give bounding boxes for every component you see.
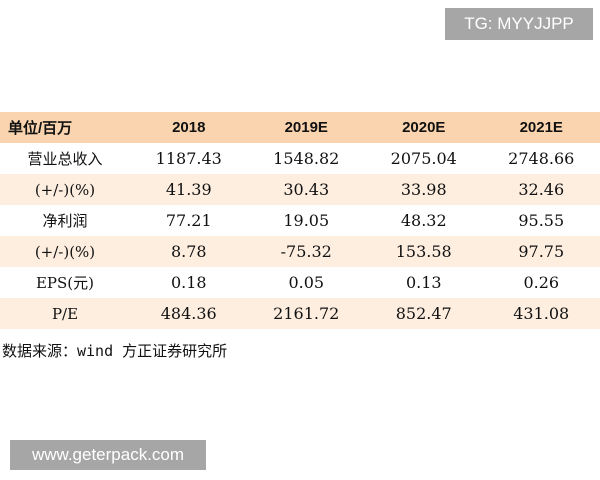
cell: 77.21 — [165, 211, 212, 230]
row-label: (+/-)(%) — [0, 236, 130, 267]
table-row: (+/-)(%) 8.78 -75.32 153.58 97.75 — [0, 236, 600, 267]
cell: 153.58 — [365, 236, 483, 267]
cell: -75.32 — [247, 236, 365, 267]
watermark: TG: MYYJJPP — [445, 8, 593, 40]
header-cell: 单位/百万 — [0, 112, 130, 143]
header-cell: 2019E — [247, 112, 365, 143]
header-cell: 2020E — [365, 112, 483, 143]
table-row: (+/-)(%) 41.39 30.43 33.98 32.46 — [0, 174, 600, 205]
cell: 2161.72 — [247, 298, 365, 329]
cell: 484.36 — [130, 298, 248, 329]
table-row: 营业总收入 1187.43 1548.82 2075.04 2748.66 — [0, 143, 600, 174]
header-cell: 2018 — [130, 112, 248, 143]
table-row: P/E 484.36 2161.72 852.47 431.08 — [0, 298, 600, 329]
watermark: www.geterpack.com — [10, 440, 206, 470]
cell: 48.32 — [400, 211, 447, 230]
table-row: EPS(元) 0.18 0.05 0.13 0.26 — [0, 267, 600, 298]
cell: 19.05 — [283, 211, 330, 230]
cell: 30.43 — [247, 174, 365, 205]
cell: 431.08 — [482, 298, 600, 329]
row-label: 营业总收入 — [27, 150, 103, 168]
row-label: (+/-)(%) — [0, 174, 130, 205]
cell: 2748.66 — [508, 149, 575, 168]
header-row: 单位/百万 2018 2019E 2020E 2021E — [0, 112, 600, 143]
financial-table: 单位/百万 2018 2019E 2020E 2021E 营业总收入 1187.43 1548… — [0, 112, 600, 329]
row-label: P/E — [0, 298, 130, 329]
cell: 2075.04 — [390, 149, 457, 168]
cell: 97.75 — [482, 236, 600, 267]
row-label: 净利润 — [42, 212, 88, 230]
cell: 0.13 — [405, 273, 442, 292]
source-note: 数据来源：wind 方正证券研究所 — [2, 342, 228, 360]
header-cell: 2021E — [482, 112, 600, 143]
cell: 8.78 — [130, 236, 248, 267]
cell: 95.55 — [518, 211, 565, 230]
cell: 0.26 — [523, 273, 560, 292]
cell: 0.05 — [288, 273, 325, 292]
cell: 41.39 — [130, 174, 248, 205]
cell: 852.47 — [365, 298, 483, 329]
cell: 32.46 — [482, 174, 600, 205]
cell: 1548.82 — [273, 149, 340, 168]
cell: 1187.43 — [155, 149, 222, 168]
table-row: 净利润 77.21 19.05 48.32 95.55 — [0, 205, 600, 236]
row-label: EPS(元) — [35, 274, 95, 292]
cell: 33.98 — [365, 174, 483, 205]
cell: 0.18 — [170, 273, 207, 292]
